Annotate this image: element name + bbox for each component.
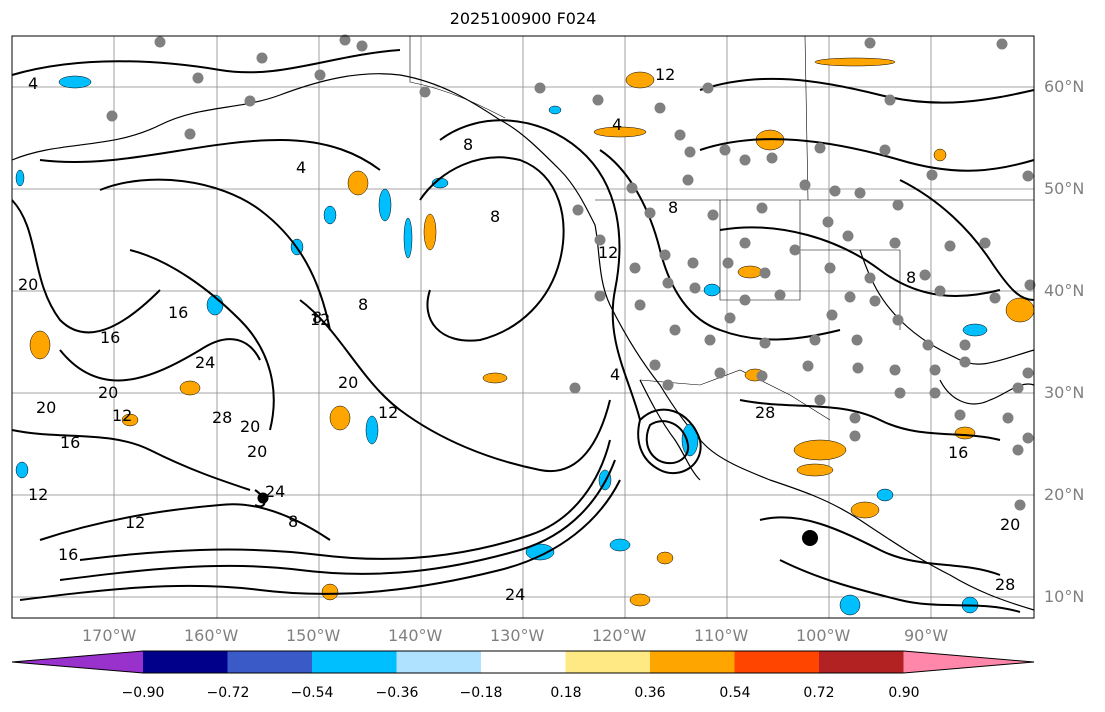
contour-label: 12 [598,243,618,262]
lon-label-170w: 170°W [82,626,137,645]
lon-label-100w: 100°W [796,626,851,645]
lon-label-130w: 130°W [490,626,545,645]
contour-label: 12 [655,65,675,84]
colorbar-tick-label: 0.18 [550,685,582,701]
lat-label-50n: 50°N [1044,179,1085,198]
lon-label-110w: 110°W [694,626,749,645]
contour-label: 8 [668,198,678,217]
contour-label: 8 [463,135,473,154]
colorbar-tick-label: −0.72 [206,685,250,701]
contour-label: 20 [98,383,118,402]
contour-lines [11,49,1035,613]
colorbar-tick-label: −0.54 [290,685,334,701]
contour-label: 16 [948,443,968,462]
contour-label: 12 [310,310,330,329]
contour-label: 20 [247,442,267,461]
contour-label: 8 [906,268,916,287]
contour-label: 20 [1000,515,1020,534]
lat-label-60n: 60°N [1044,77,1085,96]
contour-label: 28 [212,408,232,427]
contour-label: 4 [610,365,620,384]
lon-label-140w: 140°W [388,626,443,645]
contour-label: 24 [505,585,525,604]
colorbar-swatch [396,651,482,673]
contour-label: 12 [125,513,145,532]
colorbar-swatch [734,651,820,673]
colorbar [11,650,1035,674]
contour-label: 24 [265,482,285,501]
contour-label: 28 [755,403,775,422]
map-title: 2025100900 F024 [449,9,597,28]
colorbar-tick-label: 0.90 [888,685,920,701]
colorbar-swatch [819,651,904,673]
station-dots [106,34,1036,511]
contour-label: 12 [112,406,132,425]
colorbar-tick-label: −0.90 [121,685,165,701]
contour-label: 20 [18,275,38,294]
contour-label: 8 [358,295,368,314]
colorbar-outline [11,650,1035,674]
contour-label: 16 [100,328,120,347]
political-borders [409,35,1034,421]
colorbar-swatch [143,651,228,673]
colorbar-extend-high [903,651,1034,673]
contour-label: 16 [60,433,80,452]
contour-label: 4 [612,115,622,134]
colorbar-tick-label: 0.36 [634,685,666,701]
shaded-areas [15,57,1035,616]
lat-label-10n: 10°N [1044,587,1085,606]
colorbar-swatch [565,651,651,673]
lat-lon-grid [12,36,1034,618]
contour-label: 12 [28,485,48,504]
contour-label: 4 [28,74,38,93]
contour-label: 16 [58,545,78,564]
lon-label-150w: 150°W [286,626,341,645]
contour-label: 8 [490,207,500,226]
colorbar-swatch [650,651,735,673]
lat-label-20n: 20°N [1044,485,1085,504]
lon-label-90w: 90°W [904,626,949,645]
colorbar-extend-low [12,651,143,673]
colorbar-tick-label: −0.18 [459,685,503,701]
colorbar-swatch [227,651,313,673]
lon-label-120w: 120°W [592,626,647,645]
colorbar-tick-label: 0.54 [719,685,751,701]
contour-label: 16 [168,303,188,322]
contour-label: 12 [378,403,398,422]
contour-label: 8 [288,512,298,531]
lat-label-40n: 40°N [1044,281,1085,300]
location-marker-small [257,492,269,504]
contour-label: 20 [36,398,56,417]
location-marker [802,530,818,546]
colorbar-tick-label: 0.72 [803,685,835,701]
contour-label: 4 [296,158,306,177]
contour-label: 8 [312,308,322,327]
lon-label-160w: 160°W [184,626,239,645]
colorbar-swatch [481,651,566,673]
contour-label: 20 [240,417,260,436]
contour-label: 24 [195,353,215,372]
colorbar-tick-label: −0.36 [375,685,419,701]
lat-label-30n: 30°N [1044,383,1085,402]
map-frame [11,35,1035,619]
contour-label: 20 [338,373,358,392]
colorbar-swatch [312,651,397,673]
contour-label: 28 [995,575,1015,594]
contour-label-group: 4 4 8 12 16 20 24 28 12 16 20 12 8 20 16… [18,65,1020,604]
